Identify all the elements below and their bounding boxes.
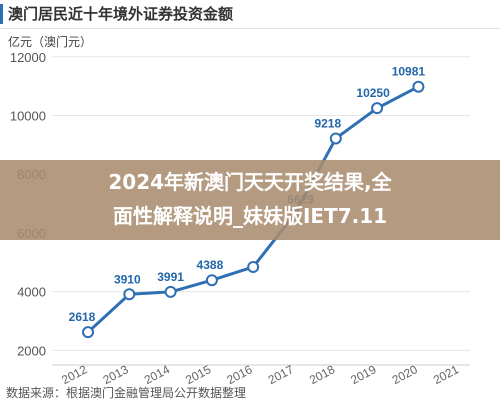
title-bar: 澳门居民近十年境外证券投资金额 — [0, 0, 500, 30]
headline-banner — [0, 160, 500, 240]
data-label-2013: 3910 — [114, 272, 141, 286]
data-point-2015 — [205, 274, 218, 287]
data-source-note: 数据来源：根据澳门金融管理局公开数据整理 — [6, 386, 247, 400]
data-point-2012 — [82, 326, 94, 339]
x-tick-label-2019: 2019 — [348, 362, 378, 387]
y-axis-unit-label: 亿元（澳门元） — [8, 35, 93, 49]
data-point-2013 — [123, 288, 136, 301]
x-tick-label-2017: 2017 — [266, 362, 296, 387]
data-label-2018: 9218 — [314, 116, 341, 130]
title-divider — [0, 28, 500, 29]
x-tick-label-2021: 2021 — [431, 362, 461, 387]
y-tick-label-4000: 4000 — [17, 285, 46, 300]
data-label-2020: 10981 — [392, 65, 426, 79]
data-point-2016 — [247, 260, 260, 273]
y-tick-label-12000: 12000 — [10, 50, 46, 65]
data-label-2012: 2618 — [69, 310, 96, 324]
data-label-2019: 10250 — [356, 86, 390, 100]
headline-text: 2024年新澳门天天开奖结果,全 面性解释说明_妹妹版IET7.11 — [0, 165, 500, 233]
data-point-2014 — [164, 285, 177, 298]
y-tick-label-10000: 10000 — [10, 109, 46, 124]
headline-line-2: 面性解释说明_妹妹版IET7.11 — [112, 204, 388, 228]
data-label-2014: 3991 — [157, 270, 184, 284]
title-accent-mark — [0, 4, 3, 24]
data-point-2018 — [329, 132, 342, 145]
chart-title: 澳门居民近十年境外证券投资金额 — [8, 6, 234, 23]
data-point-2019 — [371, 102, 384, 115]
x-tick-label-2018: 2018 — [307, 362, 337, 387]
x-tick-label-2020: 2020 — [390, 362, 420, 387]
data-label-2015: 4388 — [197, 258, 224, 272]
headline-line-1: 2024年新澳门天天开奖结果,全 — [108, 170, 392, 194]
y-tick-label-2000: 2000 — [17, 343, 46, 358]
data-point-2020 — [412, 80, 425, 93]
